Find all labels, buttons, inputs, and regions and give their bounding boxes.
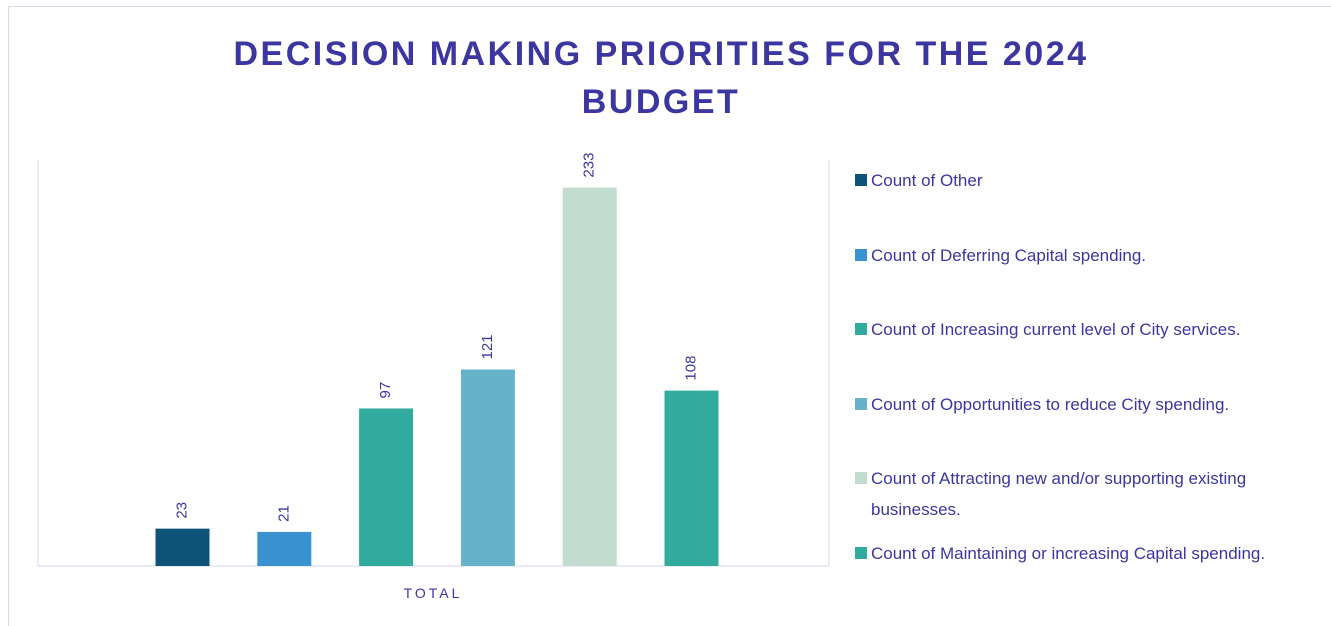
legend-label: Count of Other	[871, 171, 983, 190]
bar	[359, 408, 414, 566]
legend-item: Count of Increasing current level of Cit…	[855, 314, 1315, 345]
legend-item: Count of Deferring Capital spending.	[855, 240, 1315, 271]
x-tick-label: TOTAL	[404, 585, 463, 601]
data-label: 21	[275, 505, 292, 522]
data-label: 108	[682, 356, 699, 381]
data-label: 121	[479, 334, 496, 359]
legend-label: Count of Opportunities to reduce City sp…	[871, 394, 1230, 414]
legend-label: Count of Maintaining or increasing Capit…	[871, 543, 1266, 563]
data-label: 23	[173, 502, 190, 519]
bar	[460, 369, 515, 566]
bar	[155, 528, 210, 566]
legend-item: Count of Opportunities to reduce City sp…	[855, 389, 1315, 420]
legend-item: Count of Attracting new and/or supportin…	[855, 463, 1315, 525]
legend-item: Count of Maintaining or increasing Capit…	[855, 538, 1315, 569]
legend-label: Count of Deferring Capital spending.	[871, 245, 1146, 265]
data-label: 233	[581, 153, 598, 178]
chart-title: DECISION MAKING PRIORITIES FOR THE 2024 …	[233, 35, 1089, 121]
data-label: 97	[377, 382, 394, 399]
bar	[257, 531, 312, 566]
legend-swatch	[855, 397, 867, 410]
legend-label: Count of Increasing current level of Cit…	[871, 320, 1241, 339]
bar	[562, 187, 617, 566]
legend-swatch	[855, 323, 867, 335]
legend-swatch	[855, 546, 867, 559]
legend-swatch	[855, 472, 867, 484]
chart: TOTAL 23 21 97 121 233 108	[37, 153, 830, 601]
legend-label: Count of Attracting new and/or supportin…	[871, 469, 1247, 519]
bar	[664, 390, 719, 566]
legend-swatch	[855, 174, 867, 186]
legend-item: Count of Other	[855, 165, 1315, 196]
legend-swatch	[855, 248, 867, 261]
chart-frame	[8, 6, 1331, 626]
